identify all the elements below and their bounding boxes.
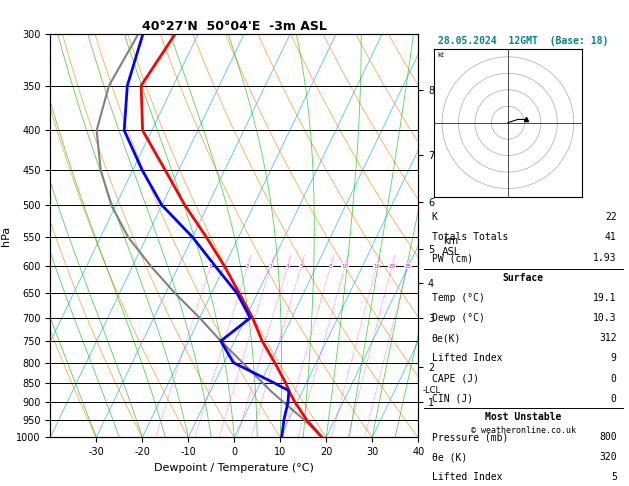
Text: 5: 5	[299, 264, 303, 269]
Text: 25: 25	[404, 264, 411, 269]
Title: 40°27'N  50°04'E  -3m ASL: 40°27'N 50°04'E -3m ASL	[142, 20, 326, 33]
Text: Totals Totals: Totals Totals	[432, 232, 508, 243]
Text: 0: 0	[611, 394, 617, 404]
Text: CAPE (J): CAPE (J)	[432, 374, 479, 383]
Text: CIN (J): CIN (J)	[432, 394, 473, 404]
Text: © weatheronline.co.uk: © weatheronline.co.uk	[470, 426, 576, 435]
Y-axis label: hPa: hPa	[1, 226, 11, 246]
Text: θe (K): θe (K)	[432, 452, 467, 462]
Text: 1.93: 1.93	[593, 254, 617, 263]
Text: 10: 10	[342, 264, 348, 269]
Text: Dewp (°C): Dewp (°C)	[432, 313, 485, 323]
Text: 1: 1	[209, 264, 212, 269]
Text: 3: 3	[269, 264, 272, 269]
Text: Most Unstable: Most Unstable	[485, 412, 562, 422]
Text: PW (cm): PW (cm)	[432, 254, 473, 263]
Text: 4: 4	[286, 264, 289, 269]
Text: 16: 16	[373, 264, 380, 269]
Text: 20: 20	[389, 264, 396, 269]
Text: 28.05.2024  12GMT  (Base: 18): 28.05.2024 12GMT (Base: 18)	[438, 36, 608, 46]
Text: 800: 800	[599, 432, 617, 442]
Text: 312: 312	[599, 333, 617, 343]
Y-axis label: km
ASL: km ASL	[442, 236, 460, 257]
Text: 5: 5	[611, 472, 617, 483]
X-axis label: Dewpoint / Temperature (°C): Dewpoint / Temperature (°C)	[154, 463, 314, 473]
Text: 41: 41	[605, 232, 617, 243]
Text: 2: 2	[246, 264, 250, 269]
Text: 22: 22	[605, 211, 617, 222]
Text: 320: 320	[599, 452, 617, 462]
Text: Lifted Index: Lifted Index	[432, 353, 503, 364]
Text: -LCL: -LCL	[422, 386, 440, 395]
Text: θe(K): θe(K)	[432, 333, 461, 343]
Text: Surface: Surface	[503, 273, 544, 283]
Text: K: K	[432, 211, 438, 222]
Text: Temp (°C): Temp (°C)	[432, 293, 485, 303]
Text: kt: kt	[437, 52, 444, 58]
Text: Lifted Index: Lifted Index	[432, 472, 503, 483]
Text: 8: 8	[329, 264, 332, 269]
Text: 10.3: 10.3	[593, 313, 617, 323]
Text: 19.1: 19.1	[593, 293, 617, 303]
Text: 0: 0	[611, 374, 617, 383]
Text: 9: 9	[611, 353, 617, 364]
Text: Pressure (mb): Pressure (mb)	[432, 432, 508, 442]
